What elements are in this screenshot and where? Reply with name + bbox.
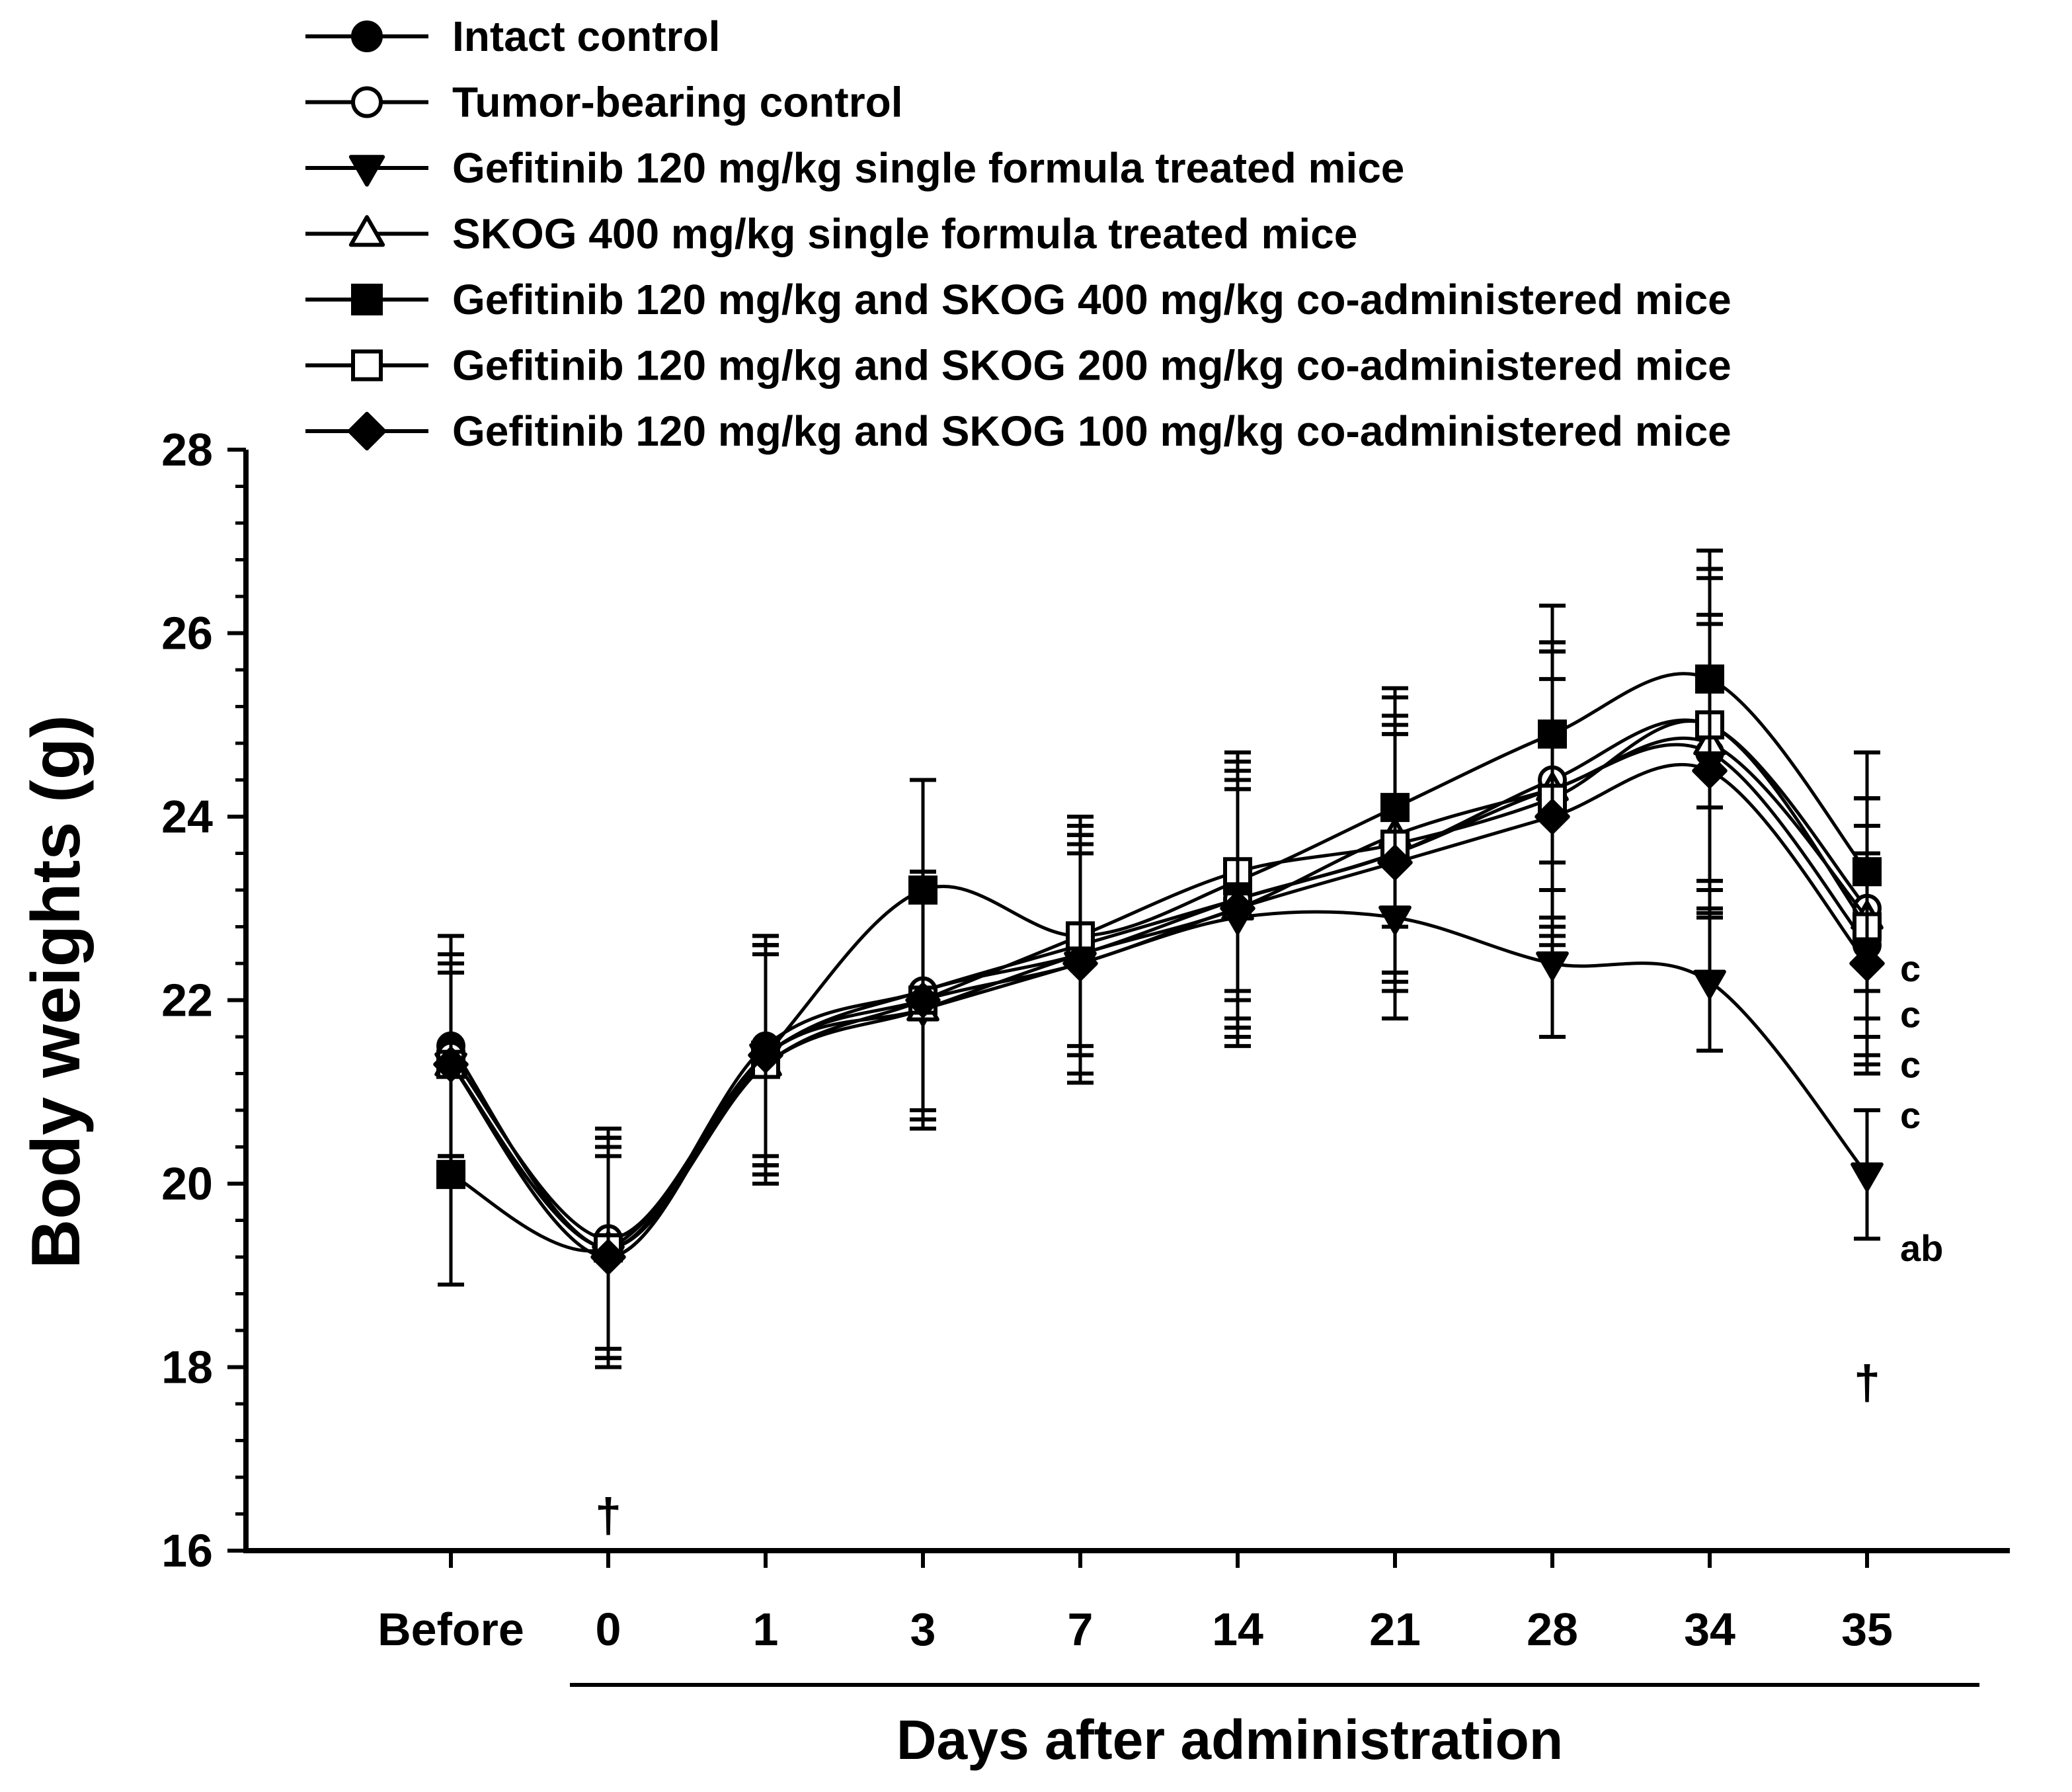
legend-item-gefitinib-120-mg-kg-and-skog-400-mg-kg-co-administered-mice: Gefitinib 120 mg/kg and SKOG 400 mg/kg c…: [305, 276, 1732, 323]
data-point: [1693, 969, 1726, 999]
series-gefitinib-120-mg-kg-single-formula-treated-mice: [434, 787, 1884, 1360]
data-point: [1062, 946, 1098, 981]
x-tick-label: 1: [753, 1604, 779, 1655]
series-line: [450, 743, 1868, 1250]
legend-marker: [351, 20, 383, 52]
legend-marker: [351, 284, 383, 315]
y-ticks: 16 18 20 22 24 26 28: [161, 424, 246, 1576]
legend-label: Gefitinib 120 mg/kg and SKOG 100 mg/kg c…: [452, 407, 1732, 455]
series-tumor-bearing-control: [436, 567, 1882, 1351]
y-tick-label: 28: [161, 424, 213, 475]
x-tick-label: 34: [1684, 1604, 1735, 1655]
data-point: [1692, 753, 1728, 789]
data-point: [748, 1038, 783, 1073]
x-tick-label: 21: [1369, 1604, 1421, 1655]
series-line: [450, 718, 1868, 1241]
y-tick-label: 20: [161, 1158, 213, 1209]
legend-label: Gefitinib 120 mg/kg and SKOG 200 mg/kg c…: [452, 342, 1732, 389]
significance-label: c: [1900, 993, 1921, 1035]
x-tick-label: 0: [596, 1604, 621, 1655]
legend-item-gefitinib-120-mg-kg-and-skog-100-mg-kg-co-administered-mice: Gefitinib 120 mg/kg and SKOG 100 mg/kg c…: [305, 407, 1732, 455]
x-tick-label: 28: [1527, 1604, 1578, 1655]
legend-marker: [347, 411, 387, 451]
data-point: [1377, 844, 1413, 881]
series-line: [450, 736, 1868, 1250]
legend-label: Gefitinib 120 mg/kg and SKOG 400 mg/kg c…: [452, 276, 1732, 323]
y-tick-label: 26: [161, 608, 213, 659]
y-axis-title: Body weights (g): [18, 715, 95, 1269]
legend-marker: [348, 215, 385, 247]
series-line: [450, 719, 1868, 1250]
legend-label: Intact control: [452, 13, 720, 60]
series-gefitinib-120-mg-kg-and-skog-100-mg-kg-co-administered-mice: [433, 622, 1885, 1369]
data-point: [590, 1239, 626, 1275]
dagger-mark: †: [1854, 1356, 1880, 1409]
y-tick-label: 16: [161, 1525, 213, 1576]
series-line: [450, 672, 1868, 1253]
legend-label: Gefitinib 120 mg/kg single formula treat…: [452, 144, 1404, 192]
x-ticks: Before 0 1 3 7 14 21 28 34 35: [378, 1551, 1893, 1655]
legend-item-intact-control: Intact control: [305, 13, 720, 60]
legend-item-skog-400-mg-kg-single-formula-treated-mice: SKOG 400 mg/kg single formula treated mi…: [305, 210, 1357, 258]
significance-label: c: [1900, 948, 1921, 989]
series-line: [450, 762, 1868, 1259]
y-tick-label: 18: [161, 1342, 213, 1393]
y-tick-label: 22: [161, 975, 213, 1026]
x-tick-label: 7: [1068, 1604, 1094, 1655]
y-tick-label: 24: [161, 791, 213, 842]
data-point: [433, 1046, 469, 1082]
legend-item-tumor-bearing-control: Tumor-bearing control: [305, 79, 902, 126]
legend: Intact control Tumor-bearing control Gefit…: [305, 13, 1732, 455]
x-tick-label: 3: [910, 1604, 936, 1655]
series-skog-400-mg-kg-single-formula-treated-mice: [434, 576, 1884, 1360]
series-gefitinib-120-mg-kg-and-skog-400-mg-kg-co-administered-mice: [436, 548, 1882, 1360]
significance-label: c: [1900, 1094, 1921, 1136]
x-axis-title: Days after administration: [897, 1709, 1563, 1771]
legend-label: SKOG 400 mg/kg single formula treated mi…: [452, 210, 1357, 258]
legend-marker: [351, 349, 383, 382]
legend-item-gefitinib-120-mg-kg-single-formula-treated-mice: Gefitinib 120 mg/kg single formula treat…: [305, 144, 1404, 192]
x-tick-label: Before: [378, 1604, 524, 1655]
legend-marker: [348, 155, 385, 187]
data-point: [1534, 799, 1570, 835]
legend-marker: [351, 86, 383, 118]
legend-label: Tumor-bearing control: [452, 79, 902, 126]
axes: 16 18 20 22 24 26 28 Before 0 1 3 7 14 21 28 34 35: [161, 424, 2010, 1687]
data-point: [1851, 1162, 1884, 1192]
dagger-mark: †: [595, 1489, 621, 1542]
significance-label: c: [1900, 1044, 1921, 1086]
x-tick-label: 14: [1212, 1604, 1263, 1655]
significance-label: ab: [1900, 1227, 1943, 1269]
data-point: [1220, 891, 1255, 926]
x-tick-label: 35: [1841, 1604, 1893, 1655]
series-layer: [433, 548, 1885, 1369]
data-point: [905, 982, 941, 1018]
data-point: [1849, 946, 1885, 981]
legend-item-gefitinib-120-mg-kg-and-skog-200-mg-kg-co-administered-mice: Gefitinib 120 mg/kg and SKOG 200 mg/kg c…: [305, 342, 1732, 389]
